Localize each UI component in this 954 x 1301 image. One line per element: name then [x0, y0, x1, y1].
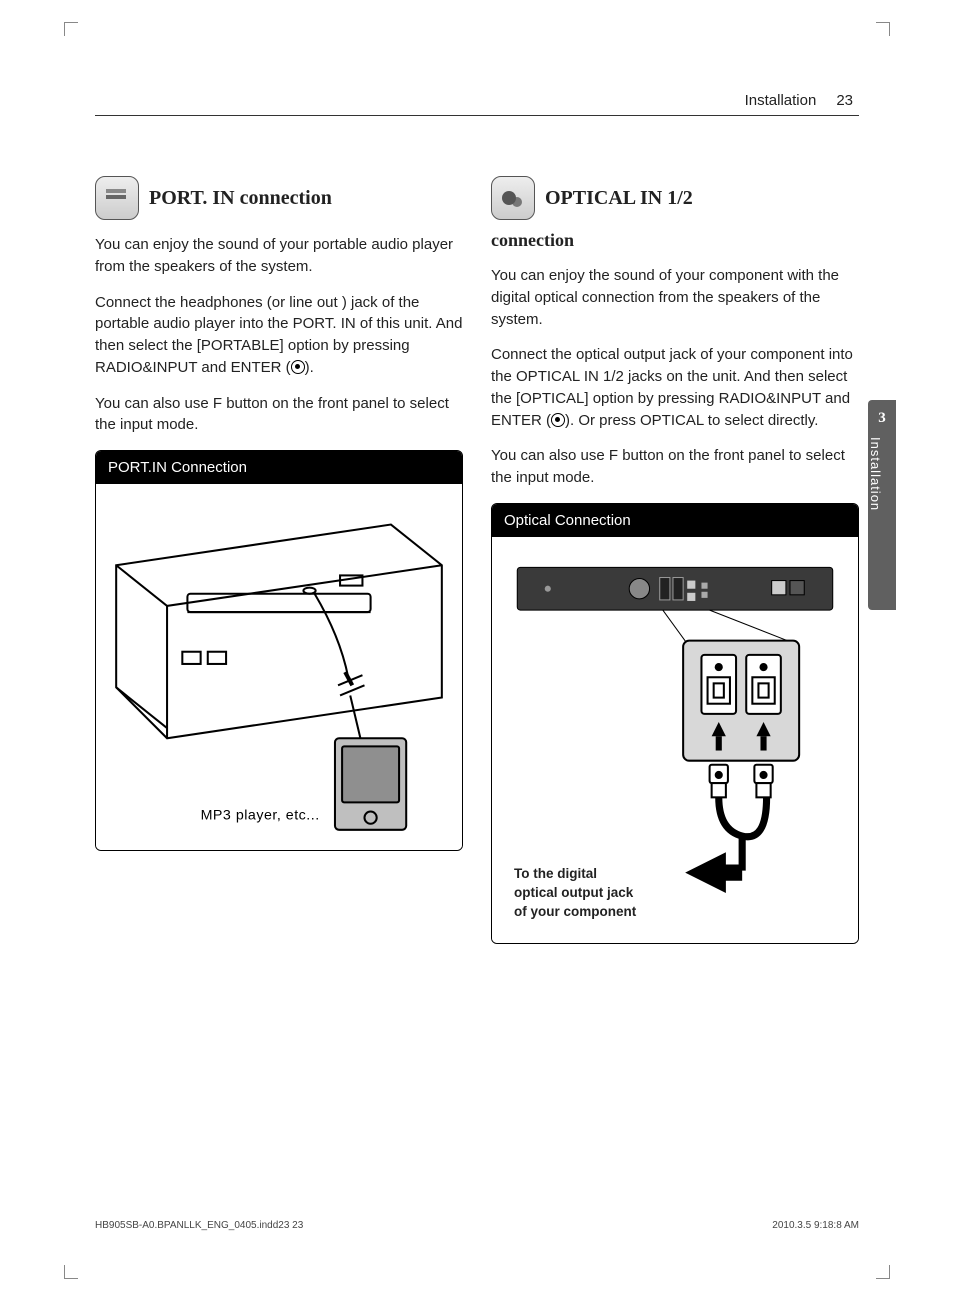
page-content: Installation 23 PORT. IN connection You …: [95, 60, 859, 1241]
text-run: Connect the headphones (or line out ) ja…: [95, 294, 462, 376]
optical-diagram: Optical Connection: [491, 503, 859, 945]
crop-mark: [876, 22, 890, 36]
chapter-number: 3: [868, 400, 896, 433]
footer-timestamp: 2010.3.5 9:18:8 AM: [772, 1220, 859, 1231]
optical-caption: To the digital optical output jack of yo…: [514, 865, 636, 922]
text-run: ).: [305, 359, 314, 376]
mp3-label: MP3 player, etc...: [201, 808, 320, 824]
body-text: You can also use F button on the front p…: [491, 445, 859, 489]
footer-filename: HB905SB-A0.BPANLLK_ENG_0405.indd23 23: [95, 1220, 303, 1231]
body-text: You can enjoy the sound of your componen…: [491, 265, 859, 330]
right-column: OPTICAL IN 1/2 connection You can enjoy …: [491, 176, 859, 944]
crop-mark: [876, 1265, 890, 1279]
page-footer: HB905SB-A0.BPANLLK_ENG_0405.indd23 23 20…: [95, 1220, 859, 1231]
chapter-side-tab: 3 Installation: [868, 400, 896, 610]
text-run: ). Or press OPTICAL to select directly.: [565, 412, 818, 429]
caption-line: optical output jack: [514, 885, 633, 900]
crop-mark: [64, 1265, 78, 1279]
page-header: Installation 23: [95, 60, 859, 116]
header-page-number: 23: [836, 92, 853, 109]
body-text: Connect the headphones (or line out ) ja…: [95, 292, 463, 379]
chapter-label: Installation: [868, 433, 883, 511]
portin-diagram: PORT.IN Connection: [95, 450, 463, 851]
body-text: You can enjoy the sound of your portable…: [95, 234, 463, 278]
body-text: You can also use F button on the front p…: [95, 393, 463, 437]
caption-line: of your component: [514, 904, 636, 919]
port-in-heading: PORT. IN connection: [149, 187, 332, 210]
body-text: Connect the optical output jack of your …: [491, 344, 859, 431]
diagram-title: Optical Connection: [492, 504, 858, 537]
optical-heading: OPTICAL IN 1/2: [545, 187, 693, 210]
optical-subheading: connection: [491, 230, 859, 251]
header-section: Installation: [745, 92, 817, 109]
portin-illustration: MP3 player, etc...: [106, 494, 452, 840]
left-column: PORT. IN connection You can enjoy the so…: [95, 176, 463, 944]
crop-mark: [64, 22, 78, 36]
diagram-title: PORT.IN Connection: [96, 451, 462, 484]
port-in-icon: [95, 176, 139, 220]
enter-icon: [551, 413, 565, 427]
optical-icon: [491, 176, 535, 220]
caption-line: To the digital: [514, 866, 597, 881]
enter-icon: [291, 360, 305, 374]
